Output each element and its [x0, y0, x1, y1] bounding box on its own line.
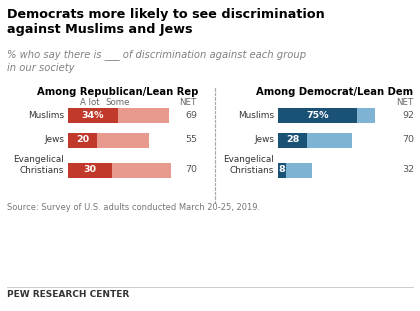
- Text: Source: Survey of U.S. adults conducted March 20-25, 2019.: Source: Survey of U.S. adults conducted …: [7, 203, 260, 212]
- Text: Among Republican/Lean Rep: Among Republican/Lean Rep: [37, 87, 199, 97]
- Bar: [286, 163, 312, 178]
- Text: Jews: Jews: [254, 136, 274, 145]
- Text: 30: 30: [84, 165, 97, 174]
- Text: 75%: 75%: [306, 110, 329, 119]
- Text: Among Democrat/Lean Dem: Among Democrat/Lean Dem: [257, 87, 414, 97]
- Text: Muslims: Muslims: [28, 110, 64, 119]
- Text: 70: 70: [185, 165, 197, 174]
- Bar: [278, 163, 286, 178]
- Bar: [112, 163, 171, 178]
- Text: Evangelical
Christians: Evangelical Christians: [223, 155, 274, 175]
- Text: A lot: A lot: [80, 98, 100, 107]
- Text: 32: 32: [402, 165, 414, 174]
- Bar: [97, 132, 149, 147]
- Text: % who say there is ___ of discrimination against each group
in our society: % who say there is ___ of discrimination…: [7, 49, 306, 73]
- Text: 70: 70: [402, 136, 414, 145]
- Text: 20: 20: [76, 136, 89, 145]
- Bar: [278, 108, 357, 123]
- Text: 34%: 34%: [81, 110, 104, 119]
- Bar: [357, 108, 375, 123]
- Bar: [68, 163, 112, 178]
- Text: 69: 69: [185, 110, 197, 119]
- Bar: [278, 132, 307, 147]
- Text: 28: 28: [286, 136, 299, 145]
- Text: 55: 55: [185, 136, 197, 145]
- Text: Some: Some: [106, 98, 130, 107]
- Bar: [118, 108, 169, 123]
- Text: Jews: Jews: [44, 136, 64, 145]
- Text: Evangelical
Christians: Evangelical Christians: [13, 155, 64, 175]
- Bar: [68, 108, 118, 123]
- Text: PEW RESEARCH CENTER: PEW RESEARCH CENTER: [7, 290, 129, 299]
- Text: NET: NET: [179, 98, 196, 107]
- Bar: [68, 132, 97, 147]
- Text: Democrats more likely to see discrimination
against Muslims and Jews: Democrats more likely to see discriminat…: [7, 8, 325, 36]
- Text: NET: NET: [396, 98, 413, 107]
- Text: 8: 8: [279, 165, 286, 174]
- Text: 92: 92: [402, 110, 414, 119]
- Bar: [307, 132, 352, 147]
- Text: Muslims: Muslims: [238, 110, 274, 119]
